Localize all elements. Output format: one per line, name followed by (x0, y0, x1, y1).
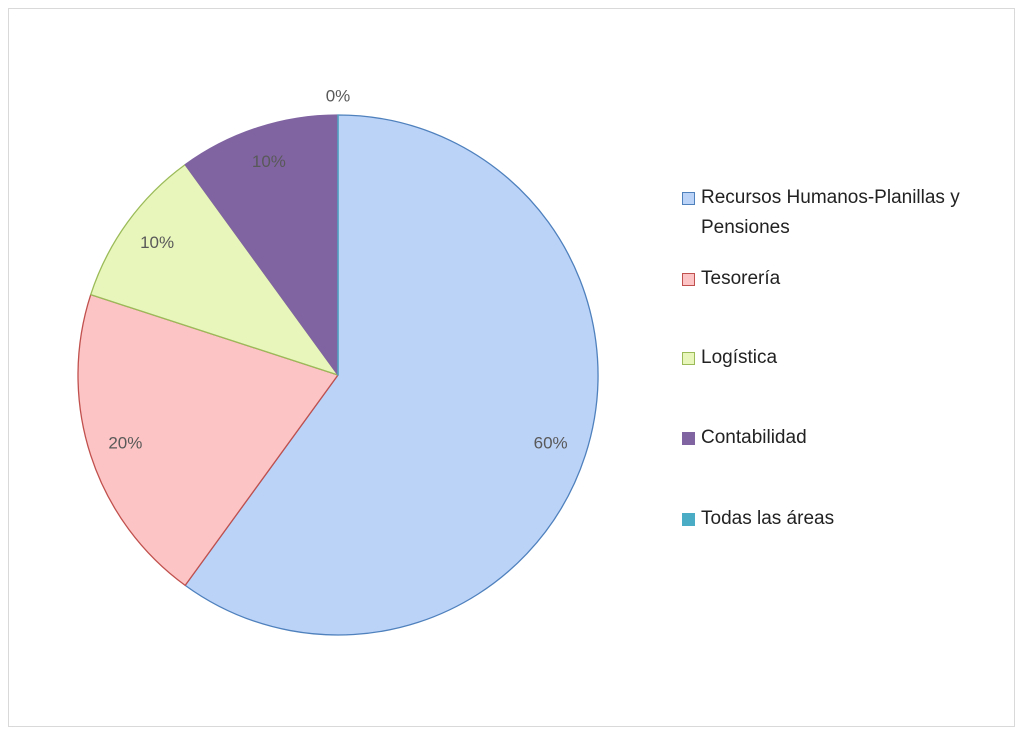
legend-swatch (682, 432, 695, 445)
legend-item: Tesorería (682, 264, 1001, 294)
pie-slice (90, 164, 339, 376)
legend-swatch (682, 352, 695, 365)
data-label: 0% (326, 86, 351, 105)
pie-slice (184, 114, 339, 376)
legend-swatch (682, 273, 695, 286)
legend-item: Contabilidad (682, 423, 1001, 453)
pie-slice (77, 294, 339, 586)
legend-label: Logística (701, 347, 778, 368)
pie-slice (184, 114, 599, 636)
legend-label: Contabilidad (701, 427, 807, 448)
data-label: 20% (108, 434, 142, 453)
legend-label: Recursos Humanos-Planillas y Pensiones (701, 187, 960, 238)
legend-item: Recursos Humanos-Planillas y Pensiones (682, 183, 1001, 243)
legend-swatch (682, 192, 695, 205)
legend-label: Todas las áreas (701, 508, 835, 529)
data-label: 10% (140, 233, 174, 252)
legend-label: Tesorería (701, 268, 781, 289)
legend-item: Todas las áreas (682, 504, 1001, 534)
data-label: 10% (252, 152, 286, 171)
legend-swatch (682, 513, 695, 526)
data-label: 60% (534, 434, 568, 453)
legend-item: Logística (682, 343, 1001, 373)
